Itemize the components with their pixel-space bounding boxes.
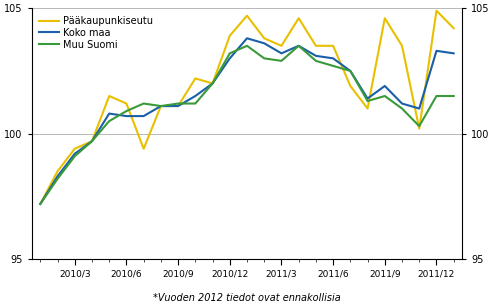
Koko maa bbox=[279, 51, 285, 55]
Muu Suomi bbox=[313, 59, 319, 63]
Koko maa bbox=[72, 152, 78, 156]
Muu Suomi bbox=[72, 154, 78, 158]
Koko maa bbox=[416, 107, 422, 110]
Pääkaupunkiseutu bbox=[330, 44, 336, 48]
Pääkaupunkiseutu bbox=[261, 36, 267, 40]
Koko maa bbox=[330, 57, 336, 60]
Koko maa bbox=[124, 114, 129, 118]
Pääkaupunkiseutu bbox=[158, 104, 164, 108]
Pääkaupunkiseutu bbox=[227, 34, 233, 38]
Pääkaupunkiseutu bbox=[313, 44, 319, 48]
Pääkaupunkiseutu bbox=[209, 82, 215, 85]
Pääkaupunkiseutu bbox=[365, 107, 370, 110]
Koko maa bbox=[54, 174, 60, 178]
Muu Suomi bbox=[175, 102, 181, 105]
Koko maa bbox=[365, 97, 370, 100]
Line: Muu Suomi: Muu Suomi bbox=[41, 46, 453, 204]
Koko maa bbox=[175, 104, 181, 108]
Koko maa bbox=[244, 36, 250, 40]
Koko maa bbox=[106, 112, 112, 116]
Pääkaupunkiseutu bbox=[38, 202, 43, 206]
Pääkaupunkiseutu bbox=[54, 169, 60, 173]
Line: Pääkaupunkiseutu: Pääkaupunkiseutu bbox=[41, 11, 453, 204]
Pääkaupunkiseutu bbox=[106, 94, 112, 98]
Pääkaupunkiseutu bbox=[451, 26, 456, 30]
Muu Suomi bbox=[416, 124, 422, 128]
Muu Suomi bbox=[209, 82, 215, 85]
Pääkaupunkiseutu bbox=[279, 44, 285, 48]
Muu Suomi bbox=[106, 119, 112, 123]
Pääkaupunkiseutu bbox=[192, 77, 198, 80]
Koko maa bbox=[261, 41, 267, 45]
Muu Suomi bbox=[141, 102, 147, 105]
Pääkaupunkiseutu bbox=[416, 127, 422, 130]
Koko maa bbox=[141, 114, 147, 118]
Muu Suomi bbox=[227, 51, 233, 55]
Koko maa bbox=[158, 104, 164, 108]
Koko maa bbox=[209, 82, 215, 85]
Pääkaupunkiseutu bbox=[382, 16, 388, 20]
Koko maa bbox=[382, 84, 388, 88]
Pääkaupunkiseutu bbox=[89, 139, 95, 143]
Muu Suomi bbox=[89, 139, 95, 143]
Muu Suomi bbox=[365, 99, 370, 103]
Koko maa bbox=[313, 54, 319, 58]
Pääkaupunkiseutu bbox=[175, 104, 181, 108]
Koko maa bbox=[192, 94, 198, 98]
Pääkaupunkiseutu bbox=[124, 102, 129, 105]
Koko maa bbox=[227, 57, 233, 60]
Pääkaupunkiseutu bbox=[347, 84, 353, 88]
Text: *Vuoden 2012 tiedot ovat ennakollisia: *Vuoden 2012 tiedot ovat ennakollisia bbox=[153, 293, 341, 303]
Muu Suomi bbox=[434, 94, 440, 98]
Muu Suomi bbox=[261, 57, 267, 60]
Koko maa bbox=[451, 51, 456, 55]
Pääkaupunkiseutu bbox=[72, 147, 78, 150]
Muu Suomi bbox=[38, 202, 43, 206]
Pääkaupunkiseutu bbox=[434, 9, 440, 12]
Muu Suomi bbox=[244, 44, 250, 48]
Koko maa bbox=[434, 49, 440, 53]
Koko maa bbox=[347, 69, 353, 73]
Line: Koko maa: Koko maa bbox=[41, 38, 453, 204]
Muu Suomi bbox=[192, 102, 198, 105]
Koko maa bbox=[296, 44, 302, 48]
Pääkaupunkiseutu bbox=[141, 147, 147, 150]
Muu Suomi bbox=[330, 64, 336, 68]
Koko maa bbox=[38, 202, 43, 206]
Muu Suomi bbox=[279, 59, 285, 63]
Pääkaupunkiseutu bbox=[399, 44, 405, 48]
Muu Suomi bbox=[158, 104, 164, 108]
Pääkaupunkiseutu bbox=[296, 16, 302, 20]
Koko maa bbox=[89, 139, 95, 143]
Pääkaupunkiseutu bbox=[244, 14, 250, 18]
Muu Suomi bbox=[451, 94, 456, 98]
Muu Suomi bbox=[296, 44, 302, 48]
Muu Suomi bbox=[382, 94, 388, 98]
Muu Suomi bbox=[347, 69, 353, 73]
Muu Suomi bbox=[54, 177, 60, 181]
Muu Suomi bbox=[399, 107, 405, 110]
Muu Suomi bbox=[124, 109, 129, 113]
Legend: Pääkaupunkiseutu, Koko maa, Muu Suomi: Pääkaupunkiseutu, Koko maa, Muu Suomi bbox=[37, 13, 156, 53]
Koko maa bbox=[399, 102, 405, 105]
